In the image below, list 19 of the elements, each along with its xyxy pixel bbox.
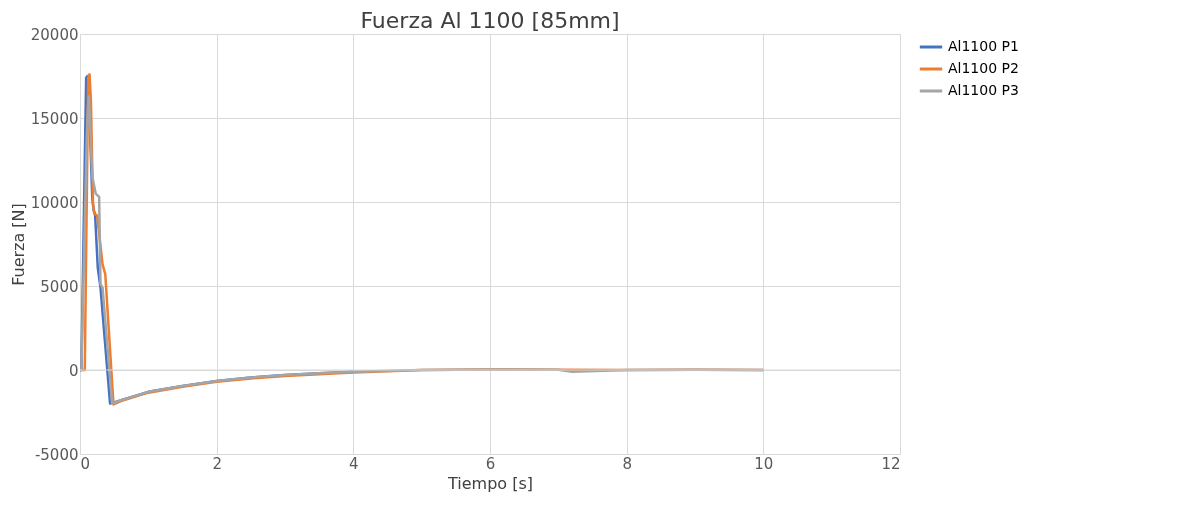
legend-label: Al1100 P1	[948, 38, 1019, 54]
legend-label: Al1100 P3	[948, 82, 1019, 98]
x-tick-label: 10	[754, 454, 774, 473]
x-tick-label: 4	[349, 454, 359, 473]
x-axis-title: Tiempo [s]	[446, 473, 534, 493]
chart-title: Fuerza Al 1100 [85mm]	[360, 8, 620, 33]
y-tick-label: -5000	[34, 445, 79, 464]
x-tick-label: 0	[80, 454, 91, 473]
y-tick-label: 5000	[40, 277, 79, 296]
x-tick-label: 6	[485, 454, 496, 473]
legend-label: Al1100 P2	[948, 60, 1019, 76]
y-tick-label: 0	[68, 361, 79, 380]
x-tick-label: 8	[622, 454, 632, 473]
x-tick-label: 12	[881, 454, 901, 473]
y-axis-title: Fuerza [N]	[8, 203, 28, 286]
y-tick-label: 10000	[30, 193, 79, 212]
y-tick-label: 15000	[30, 109, 79, 128]
x-tick-label: 2	[212, 454, 222, 473]
y-tick-label: 20000	[30, 25, 79, 44]
